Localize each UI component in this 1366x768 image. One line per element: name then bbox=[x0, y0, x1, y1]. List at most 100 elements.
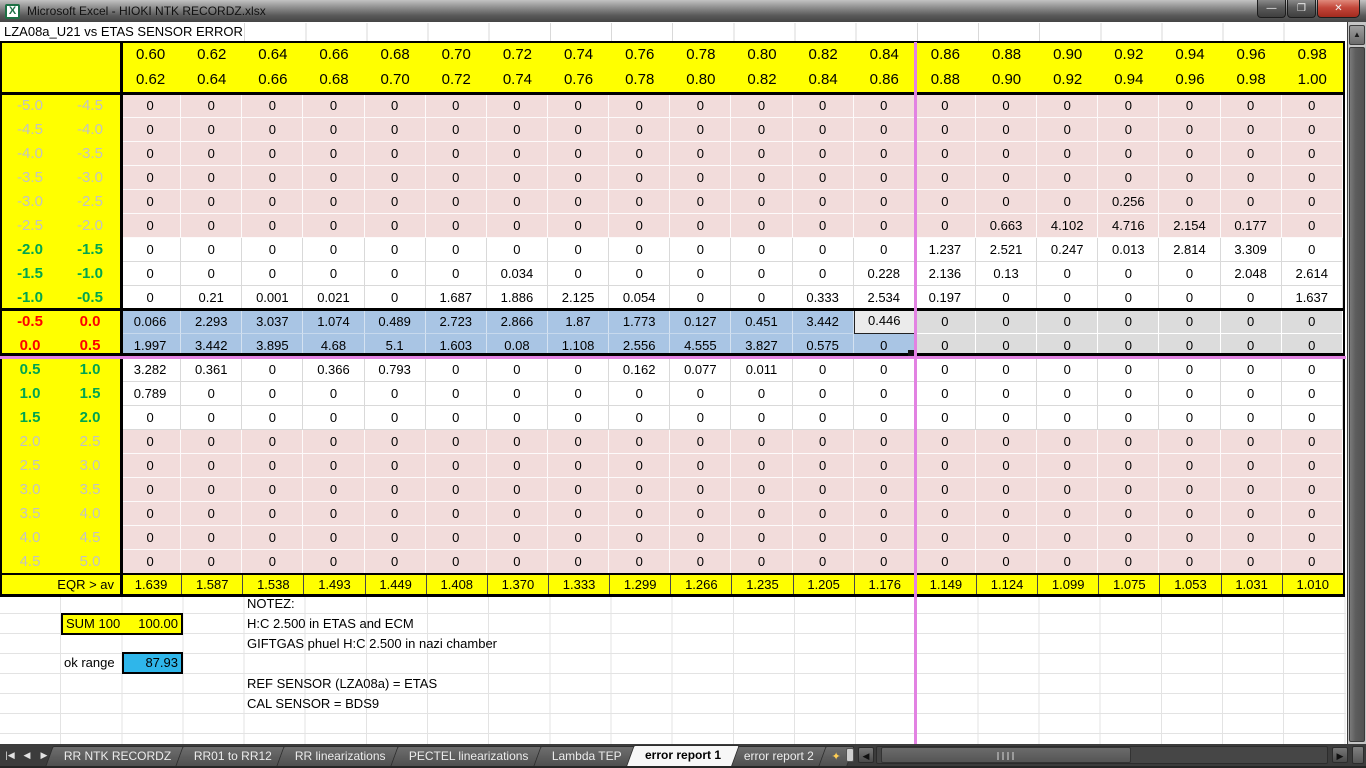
row-header-to[interactable]: -3.0 bbox=[60, 166, 120, 190]
data-cell[interactable]: 0 bbox=[547, 478, 610, 502]
row-header-from[interactable]: 0.5 bbox=[0, 358, 60, 382]
data-cell[interactable]: 0 bbox=[120, 406, 182, 430]
data-cell[interactable]: 0.034 bbox=[486, 262, 548, 286]
eqr-cell[interactable]: 1.099 bbox=[1037, 574, 1099, 596]
data-cell[interactable]: 0 bbox=[1220, 526, 1282, 550]
data-cell[interactable]: 2.136 bbox=[914, 262, 976, 286]
data-cell[interactable]: 0 bbox=[364, 454, 426, 478]
row-header-to[interactable]: -4.0 bbox=[60, 118, 120, 142]
data-cell[interactable]: 0.793 bbox=[364, 358, 426, 382]
data-cell[interactable]: 0 bbox=[120, 502, 182, 526]
data-cell[interactable]: 0 bbox=[364, 286, 426, 310]
col-header-cell[interactable]: 0.84 bbox=[792, 67, 854, 92]
data-cell[interactable]: 0 bbox=[731, 142, 793, 166]
data-cell[interactable]: 0 bbox=[731, 550, 793, 574]
eqr-cell[interactable]: 1.075 bbox=[1098, 574, 1160, 596]
data-cell[interactable]: 2.814 bbox=[1159, 238, 1221, 262]
data-cell[interactable]: 0 bbox=[1098, 550, 1160, 574]
row-header-from[interactable]: -1.5 bbox=[0, 262, 60, 286]
row-header-from[interactable]: 3.0 bbox=[0, 478, 60, 502]
row-header-from[interactable]: 2.5 bbox=[0, 454, 60, 478]
data-cell[interactable]: 0 bbox=[303, 526, 365, 550]
data-cell[interactable]: 0 bbox=[547, 430, 610, 454]
data-cell[interactable]: 0.333 bbox=[792, 286, 854, 310]
data-cell[interactable]: 0 bbox=[547, 190, 610, 214]
data-cell[interactable]: 0 bbox=[181, 190, 243, 214]
data-cell[interactable]: 0 bbox=[731, 430, 793, 454]
data-cell[interactable]: 0 bbox=[670, 406, 732, 430]
data-cell[interactable]: 0 bbox=[364, 382, 426, 406]
eqr-cell[interactable]: 1.370 bbox=[486, 574, 548, 596]
col-header-cell[interactable]: 0.92 bbox=[1037, 67, 1099, 92]
data-cell[interactable]: 0 bbox=[242, 502, 304, 526]
data-cell[interactable]: 0 bbox=[670, 214, 732, 238]
col-header-cell[interactable]: 0.78 bbox=[670, 42, 732, 67]
row-header-from[interactable]: -1.0 bbox=[0, 286, 60, 310]
data-cell[interactable]: 0 bbox=[609, 118, 671, 142]
data-cell[interactable]: 0 bbox=[609, 190, 671, 214]
col-header-cell[interactable]: 0.70 bbox=[425, 42, 487, 67]
data-cell[interactable]: 0.256 bbox=[1098, 190, 1160, 214]
data-cell[interactable]: 0 bbox=[792, 214, 854, 238]
col-header-cell[interactable]: 0.72 bbox=[425, 67, 487, 92]
data-cell[interactable]: 0 bbox=[120, 190, 182, 214]
data-cell[interactable]: 0 bbox=[670, 142, 732, 166]
data-cell[interactable]: 0 bbox=[975, 502, 1038, 526]
data-cell[interactable]: 0 bbox=[181, 526, 243, 550]
col-header-cell[interactable]: 0.62 bbox=[120, 67, 182, 92]
eqr-cell[interactable]: 1.299 bbox=[609, 574, 671, 596]
data-cell[interactable]: 0 bbox=[1037, 430, 1099, 454]
data-cell[interactable]: 0 bbox=[1037, 478, 1099, 502]
col-header-cell[interactable]: 0.80 bbox=[731, 42, 793, 67]
data-cell[interactable]: 0 bbox=[1220, 382, 1282, 406]
data-cell[interactable]: 0 bbox=[731, 166, 793, 190]
data-cell[interactable]: 0 bbox=[242, 430, 304, 454]
data-cell[interactable]: 0 bbox=[303, 190, 365, 214]
data-cell[interactable]: 0 bbox=[1220, 550, 1282, 574]
data-cell[interactable]: 0 bbox=[486, 166, 548, 190]
data-cell[interactable]: 0 bbox=[975, 166, 1038, 190]
data-cell[interactable]: 0 bbox=[670, 550, 732, 574]
data-cell[interactable]: 0 bbox=[1220, 358, 1282, 382]
data-cell[interactable]: 0 bbox=[486, 238, 548, 262]
data-cell[interactable]: 0 bbox=[303, 214, 365, 238]
hscroll-left-button[interactable]: ◀ bbox=[858, 747, 874, 763]
row-header-from[interactable]: -5.0 bbox=[0, 94, 60, 118]
data-cell[interactable]: 0.077 bbox=[670, 358, 732, 382]
data-cell[interactable]: 0 bbox=[914, 118, 976, 142]
data-cell[interactable]: 0 bbox=[1159, 262, 1221, 286]
data-cell[interactable]: 0 bbox=[242, 94, 304, 118]
col-header-cell[interactable]: 0.86 bbox=[914, 42, 976, 67]
data-cell[interactable]: 0 bbox=[792, 358, 854, 382]
data-cell[interactable]: 0 bbox=[425, 94, 487, 118]
data-cell[interactable]: 0 bbox=[486, 502, 548, 526]
eqr-cell[interactable]: 1.124 bbox=[975, 574, 1038, 596]
data-cell[interactable]: 0.663 bbox=[975, 214, 1038, 238]
col-header-cell[interactable]: 0.60 bbox=[120, 42, 182, 67]
data-cell[interactable]: 0 bbox=[1281, 454, 1343, 478]
data-cell[interactable]: 0 bbox=[1220, 142, 1282, 166]
data-cell[interactable]: 0 bbox=[975, 310, 1038, 334]
data-cell[interactable]: 0 bbox=[242, 406, 304, 430]
data-cell[interactable]: 0 bbox=[486, 382, 548, 406]
data-cell[interactable]: 0 bbox=[1098, 478, 1160, 502]
data-cell[interactable]: 0.054 bbox=[609, 286, 671, 310]
data-cell[interactable]: 0.228 bbox=[853, 262, 915, 286]
row-header-to[interactable]: -3.5 bbox=[60, 142, 120, 166]
data-cell[interactable]: 0 bbox=[120, 238, 182, 262]
data-cell[interactable]: 0 bbox=[1098, 310, 1160, 334]
col-header-cell[interactable]: 0.64 bbox=[242, 42, 304, 67]
data-cell[interactable]: 0 bbox=[1159, 118, 1221, 142]
data-cell[interactable]: 0 bbox=[303, 454, 365, 478]
data-cell[interactable]: 0 bbox=[547, 382, 610, 406]
data-cell[interactable]: 0 bbox=[792, 94, 854, 118]
row-header-from[interactable]: 4.5 bbox=[0, 550, 60, 574]
first-sheet-button[interactable]: |◀ bbox=[5, 749, 15, 760]
data-cell[interactable]: 0 bbox=[1037, 406, 1099, 430]
eqr-cell[interactable]: 1.538 bbox=[242, 574, 304, 596]
close-button[interactable]: ✕ bbox=[1317, 0, 1360, 18]
data-cell[interactable]: 0 bbox=[1098, 142, 1160, 166]
data-cell[interactable]: 0 bbox=[975, 286, 1038, 310]
data-cell[interactable]: 0 bbox=[120, 94, 182, 118]
data-cell[interactable]: 0 bbox=[364, 262, 426, 286]
